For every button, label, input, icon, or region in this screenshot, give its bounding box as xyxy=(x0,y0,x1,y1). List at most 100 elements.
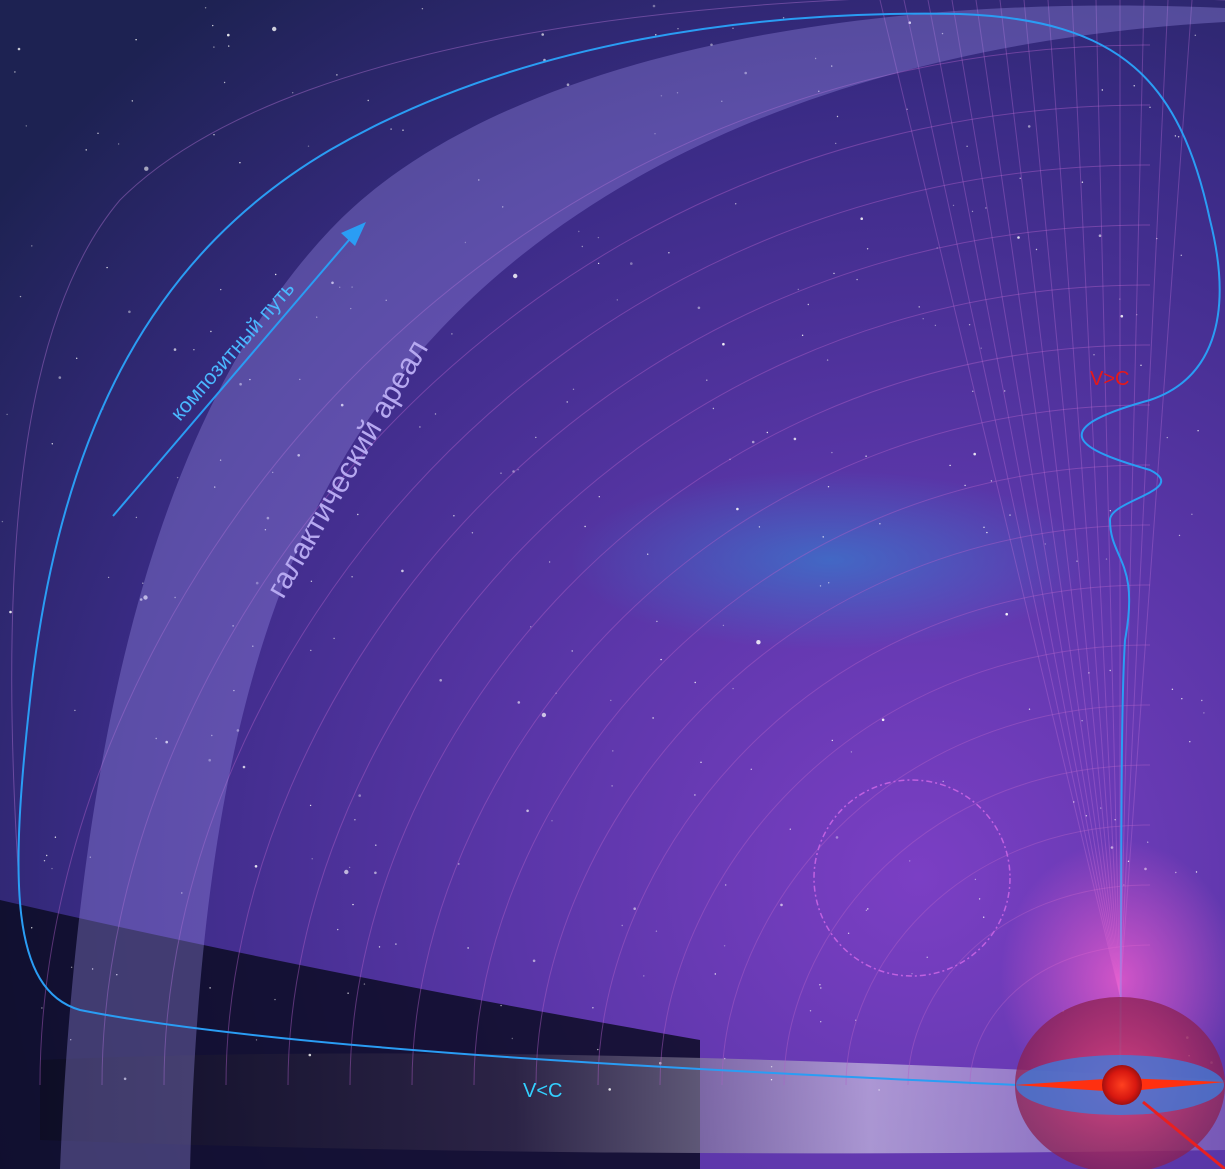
star xyxy=(117,143,120,145)
star xyxy=(51,443,53,445)
star xyxy=(274,998,276,1001)
star xyxy=(348,866,351,869)
star xyxy=(309,804,312,807)
converging-ray xyxy=(1023,0,1121,996)
milky-way-band xyxy=(40,1053,1225,1154)
star xyxy=(597,262,600,265)
star xyxy=(732,27,734,29)
star xyxy=(174,596,176,599)
star xyxy=(722,624,725,627)
star xyxy=(964,484,966,487)
star xyxy=(770,1066,773,1068)
starfield xyxy=(1,4,1213,1091)
star xyxy=(660,95,663,97)
star xyxy=(220,288,222,291)
star xyxy=(541,33,544,36)
star xyxy=(1203,712,1205,714)
star xyxy=(213,134,215,136)
star xyxy=(722,342,725,346)
star xyxy=(807,303,809,306)
star xyxy=(43,860,46,862)
star xyxy=(750,768,752,770)
star xyxy=(1140,364,1142,366)
star xyxy=(1085,815,1088,817)
slower-than-light-label: V<C xyxy=(523,1080,562,1102)
dashed-circle xyxy=(813,779,1011,977)
star xyxy=(608,1088,611,1091)
star xyxy=(697,306,701,310)
star xyxy=(878,1089,880,1091)
star xyxy=(822,536,824,538)
star xyxy=(729,458,731,461)
star xyxy=(659,1061,662,1065)
star xyxy=(985,207,987,209)
star xyxy=(204,7,207,9)
star xyxy=(793,437,797,441)
star xyxy=(135,39,137,41)
star xyxy=(292,92,294,94)
star xyxy=(97,132,99,134)
star xyxy=(14,71,16,73)
contour-arc xyxy=(473,464,1151,1086)
star xyxy=(458,863,460,865)
converging-ray xyxy=(951,0,1121,996)
star xyxy=(611,785,613,787)
star xyxy=(193,349,195,351)
star xyxy=(1088,672,1090,674)
star xyxy=(451,333,453,335)
star xyxy=(232,625,234,627)
converging-ray xyxy=(1071,0,1121,996)
star xyxy=(142,582,144,584)
star xyxy=(337,928,339,931)
star xyxy=(654,133,656,135)
star xyxy=(135,516,138,519)
star xyxy=(827,486,830,488)
star xyxy=(736,507,739,511)
star xyxy=(548,561,551,563)
converging-ray xyxy=(1095,0,1121,996)
star xyxy=(347,992,349,994)
star xyxy=(176,476,179,479)
star xyxy=(249,378,251,381)
contour-lines xyxy=(39,44,1151,1086)
star xyxy=(571,650,573,652)
star xyxy=(502,206,504,208)
star xyxy=(655,34,657,36)
contour-arc xyxy=(225,224,1151,1086)
converging-ray xyxy=(1119,0,1145,996)
star xyxy=(828,582,830,584)
star xyxy=(340,403,344,407)
star xyxy=(219,459,222,461)
star xyxy=(478,179,480,181)
star xyxy=(526,809,529,813)
star xyxy=(471,532,474,534)
star xyxy=(856,278,858,281)
star xyxy=(633,907,636,910)
star xyxy=(155,737,157,740)
star xyxy=(1109,510,1112,512)
star xyxy=(209,987,211,989)
star xyxy=(835,836,839,839)
star xyxy=(610,699,612,702)
star xyxy=(723,945,726,947)
star xyxy=(1156,237,1158,240)
galactic-area-band xyxy=(60,5,1225,1169)
star xyxy=(908,21,911,25)
star xyxy=(1181,698,1183,700)
star xyxy=(535,436,537,439)
star xyxy=(363,983,366,985)
contour-arc xyxy=(659,644,1151,1086)
star xyxy=(272,471,274,474)
star xyxy=(1166,436,1169,439)
star xyxy=(374,871,377,875)
star xyxy=(212,24,214,27)
star xyxy=(402,129,404,131)
converging-ray xyxy=(1047,0,1121,996)
star xyxy=(395,943,397,945)
star xyxy=(1105,558,1108,560)
star xyxy=(934,324,937,327)
star xyxy=(385,299,387,301)
star xyxy=(860,217,863,220)
star xyxy=(54,836,57,838)
